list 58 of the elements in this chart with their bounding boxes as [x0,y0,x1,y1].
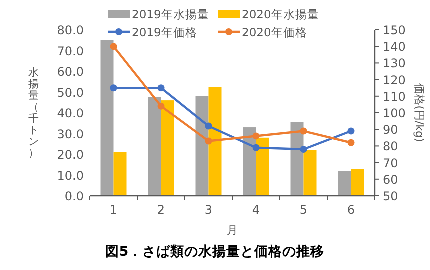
point [158,102,165,110]
bar [196,96,209,196]
y-tick-label: 50.0 [57,86,84,100]
bar [290,122,304,196]
x-axis-title: 月 [227,224,238,237]
y-tick-label: 70.0 [57,44,84,58]
bar [100,40,114,196]
point [110,43,118,50]
text: 図5．さば類の水揚量と価格の推移 [105,244,325,260]
point [348,139,355,146]
point [348,128,355,135]
point [110,84,118,92]
y2-tick-label: 120 [383,73,406,88]
y-tick-label: 40.0 [57,106,84,120]
point [205,138,212,145]
y2-axis-title: 価格(円/kg) [413,84,426,142]
y2-tick-label: 100 [383,106,406,120]
point [158,84,165,92]
bar [208,87,222,196]
point [252,132,260,140]
y-tick-label: 0.0 [64,190,84,204]
y2-tick-label: 60 [383,172,398,187]
x-tick-label: 2 [157,203,166,217]
bar [304,150,317,196]
y2-tick-label: 80 [383,140,398,154]
bar [161,100,174,196]
bar [256,138,270,196]
y2-tick-label: 140 [383,40,406,54]
y-tick-label: 20.0 [57,148,84,162]
x-tick-label: 1 [110,203,118,217]
bar [338,171,352,196]
y2-tick-label: 90 [383,123,398,138]
y2-tick-label: 70 [383,156,398,170]
y-axis-title: 水揚量（千トン） [28,66,40,160]
y2-tick-label: 150 [383,24,406,38]
x-tick-label: 5 [300,203,308,217]
legend-label: 2020年水揚量 [242,8,320,22]
bar [351,169,364,196]
y2-tick-label: 50 [383,190,398,204]
bar [243,128,256,196]
x-tick-label: 3 [204,203,213,217]
y-tick-label: 60.0 [57,65,84,79]
y2-tick-label: 130 [383,56,406,71]
point [205,122,212,130]
legend-label: 2019年価格 [132,26,198,40]
bar [148,97,162,196]
y-tick-label: 10.0 [57,168,84,183]
legend-label: 2020年価格 [242,26,308,40]
legend-label: 2019年水揚量 [132,8,210,22]
point [300,128,308,135]
y2-tick-label: 110 [383,90,406,104]
x-tick-label: 6 [347,203,356,217]
y-tick-label: 80.0 [57,24,84,38]
point [252,144,260,152]
point [300,146,308,154]
y-tick-label: 30.0 [57,127,84,142]
x-tick-label: 4 [252,203,260,217]
bar [114,152,127,196]
